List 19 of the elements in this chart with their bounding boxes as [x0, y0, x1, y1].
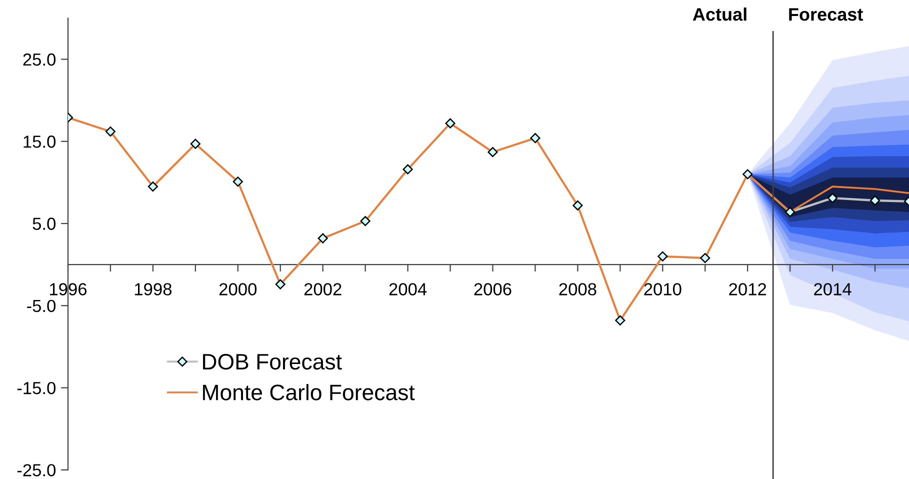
legend-label: DOB Forecast — [203, 354, 342, 370]
x-tick-label: 2000 — [219, 283, 257, 296]
x-tick-label: 2006 — [474, 283, 512, 296]
annotation: Forecast — [789, 8, 863, 21]
x-tick-label: 1998 — [134, 283, 172, 296]
y-tick-label: 15.0 — [24, 136, 56, 148]
x-tick-label: 2008 — [559, 283, 596, 296]
annotation: Actual — [692, 8, 746, 21]
y-tick-label: -25.0 — [17, 464, 56, 476]
y-tick-label: -5.0 — [27, 300, 56, 312]
y-tick-label: 5.0 — [32, 218, 56, 230]
x-tick-label: 2004 — [389, 283, 427, 296]
y-tick-label: -15.0 — [17, 382, 56, 394]
x-tick-label: 2002 — [304, 283, 342, 296]
x-tick-label: 2010 — [644, 283, 682, 296]
x-tick-label: 2012 — [729, 283, 766, 296]
y-tick-label: 25.0 — [23, 53, 56, 66]
x-tick-label: 2014 — [814, 283, 852, 296]
legend-label: Monte Carlo Forecast — [203, 384, 415, 400]
